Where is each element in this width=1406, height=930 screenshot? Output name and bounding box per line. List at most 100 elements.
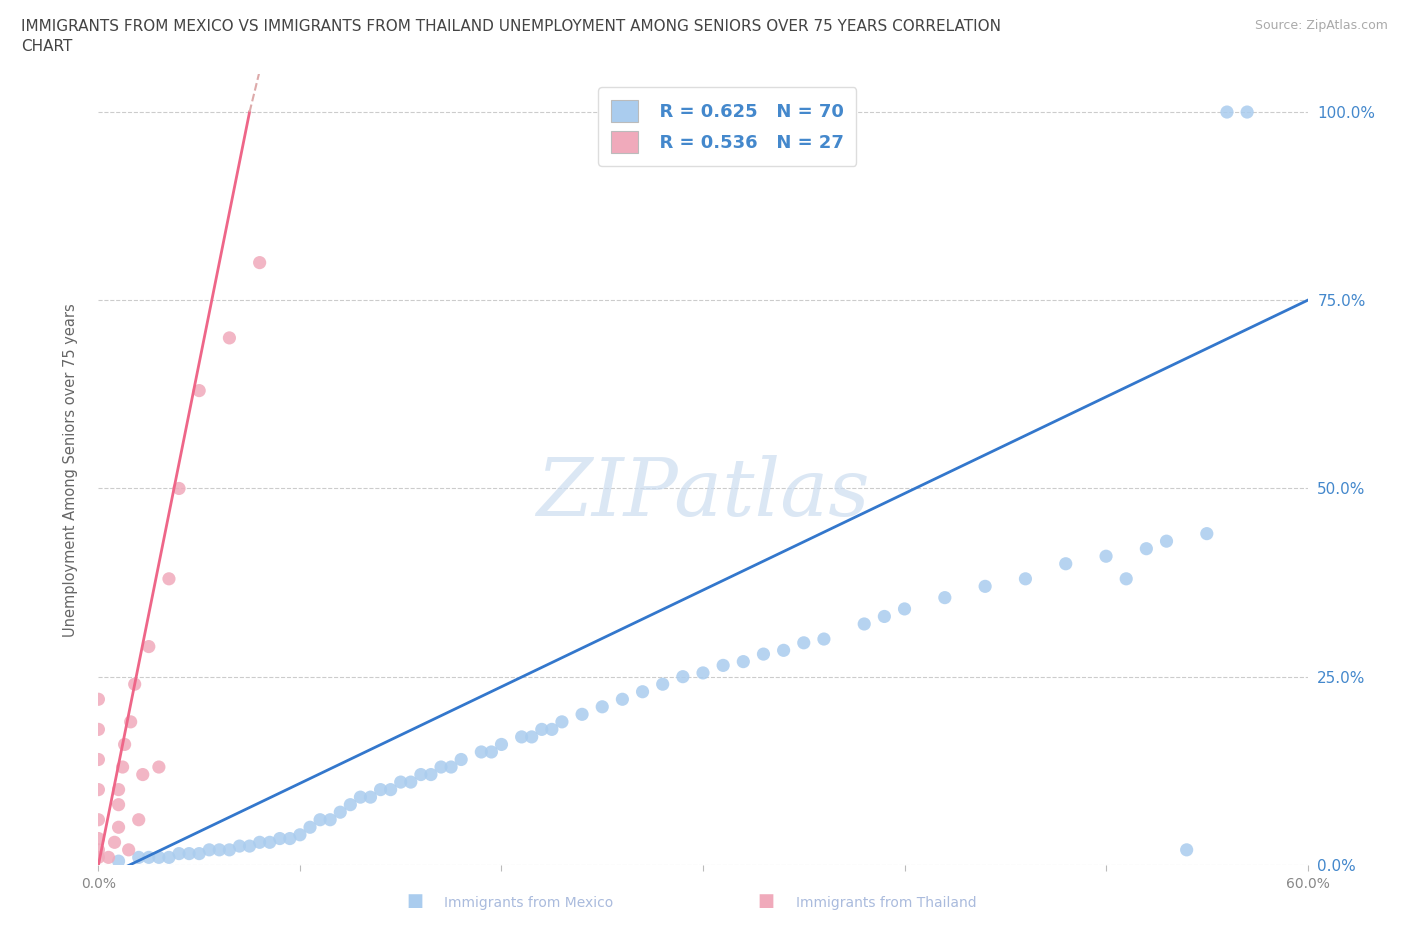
Point [540, 722, 562, 737]
Point [733, 654, 755, 669]
Point [179, 846, 201, 861]
Point [520, 729, 543, 744]
Point [87, 831, 110, 846]
Point [87, 843, 110, 857]
Point [651, 677, 673, 692]
Point [339, 797, 361, 812]
Point [118, 843, 141, 857]
Point [148, 760, 170, 775]
Point [1115, 571, 1137, 586]
Point [103, 835, 125, 850]
Point [87, 722, 110, 737]
Point [399, 775, 422, 790]
Y-axis label: Unemployment Among Seniors over 75 years: Unemployment Among Seniors over 75 years [63, 303, 77, 636]
Point [772, 643, 794, 658]
Point [450, 752, 472, 767]
Point [87, 812, 110, 827]
Point [228, 839, 250, 854]
Point [1236, 104, 1258, 119]
Point [138, 639, 160, 654]
Point [132, 767, 155, 782]
Point [111, 760, 134, 775]
Point [299, 820, 322, 835]
Point [571, 707, 593, 722]
Text: ■: ■ [758, 892, 775, 910]
Point [1156, 534, 1178, 549]
Point [249, 255, 271, 270]
Point [491, 737, 513, 751]
Point [107, 820, 129, 835]
Point [481, 745, 503, 760]
Point [1175, 843, 1198, 857]
Point [360, 790, 382, 804]
Point [87, 752, 110, 767]
Point [259, 835, 281, 850]
Point [612, 692, 634, 707]
Point [167, 481, 190, 496]
Point [167, 846, 190, 861]
Point [631, 684, 654, 699]
Point [329, 804, 352, 819]
Point [370, 782, 392, 797]
Point [1014, 571, 1036, 586]
Point [1195, 526, 1218, 541]
Point [470, 745, 492, 760]
Point [128, 850, 150, 865]
Point [793, 635, 815, 650]
Point [157, 571, 180, 586]
Point [1054, 556, 1077, 571]
Point [711, 658, 734, 672]
Point [551, 714, 574, 729]
Point [208, 843, 231, 857]
Point [380, 782, 402, 797]
Point [873, 609, 896, 624]
Point [430, 760, 453, 775]
Point [239, 839, 262, 854]
Point [692, 666, 714, 681]
Point [530, 722, 553, 737]
Point [420, 767, 443, 782]
Point [309, 812, 332, 827]
Point [752, 646, 775, 661]
Point [218, 330, 240, 345]
Point [87, 850, 110, 865]
Point [87, 692, 110, 707]
Point [188, 846, 211, 861]
Point [269, 831, 291, 846]
Point [157, 850, 180, 865]
Point [278, 831, 301, 846]
Point [813, 631, 835, 646]
Point [107, 797, 129, 812]
Point [349, 790, 371, 804]
Point [188, 383, 211, 398]
Point [138, 850, 160, 865]
Point [319, 812, 342, 827]
Text: CHART: CHART [21, 39, 73, 54]
Point [120, 714, 142, 729]
Point [440, 760, 463, 775]
Point [87, 782, 110, 797]
Point [128, 812, 150, 827]
Point [934, 591, 956, 605]
Text: Source: ZipAtlas.com: Source: ZipAtlas.com [1254, 19, 1388, 32]
Point [1216, 104, 1239, 119]
Point [1135, 541, 1157, 556]
Text: ZIPatlas: ZIPatlas [536, 455, 870, 532]
Point [893, 602, 915, 617]
Point [198, 843, 221, 857]
Point [107, 782, 129, 797]
Point [409, 767, 432, 782]
Point [218, 843, 240, 857]
Text: Immigrants from Mexico: Immigrants from Mexico [444, 896, 613, 910]
Text: ■: ■ [406, 892, 423, 910]
Point [114, 737, 136, 751]
Point [148, 850, 170, 865]
Point [97, 850, 120, 865]
Point [1095, 549, 1118, 564]
Text: Immigrants from Thailand: Immigrants from Thailand [796, 896, 976, 910]
Point [288, 828, 311, 843]
Point [124, 677, 146, 692]
Point [853, 617, 876, 631]
Point [591, 699, 613, 714]
Text: IMMIGRANTS FROM MEXICO VS IMMIGRANTS FROM THAILAND UNEMPLOYMENT AMONG SENIORS OV: IMMIGRANTS FROM MEXICO VS IMMIGRANTS FRO… [21, 19, 1001, 33]
